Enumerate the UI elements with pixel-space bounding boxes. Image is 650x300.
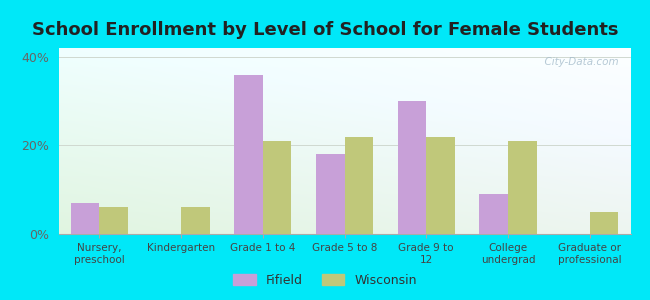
Legend: Fifield, Wisconsin: Fifield, Wisconsin (229, 270, 421, 291)
Bar (181, 207, 210, 234)
Bar (99, 207, 128, 234)
Bar (426, 136, 455, 234)
Bar (316, 154, 344, 234)
Bar (508, 141, 536, 234)
Text: City-Data.com: City-Data.com (538, 57, 619, 67)
Bar (398, 101, 426, 234)
Bar (234, 75, 263, 234)
Text: School Enrollment by Level of School for Female Students: School Enrollment by Level of School for… (32, 21, 618, 39)
Bar (344, 136, 373, 234)
Bar (263, 141, 291, 234)
Bar (479, 194, 508, 234)
Bar (590, 212, 618, 234)
Bar (71, 203, 99, 234)
